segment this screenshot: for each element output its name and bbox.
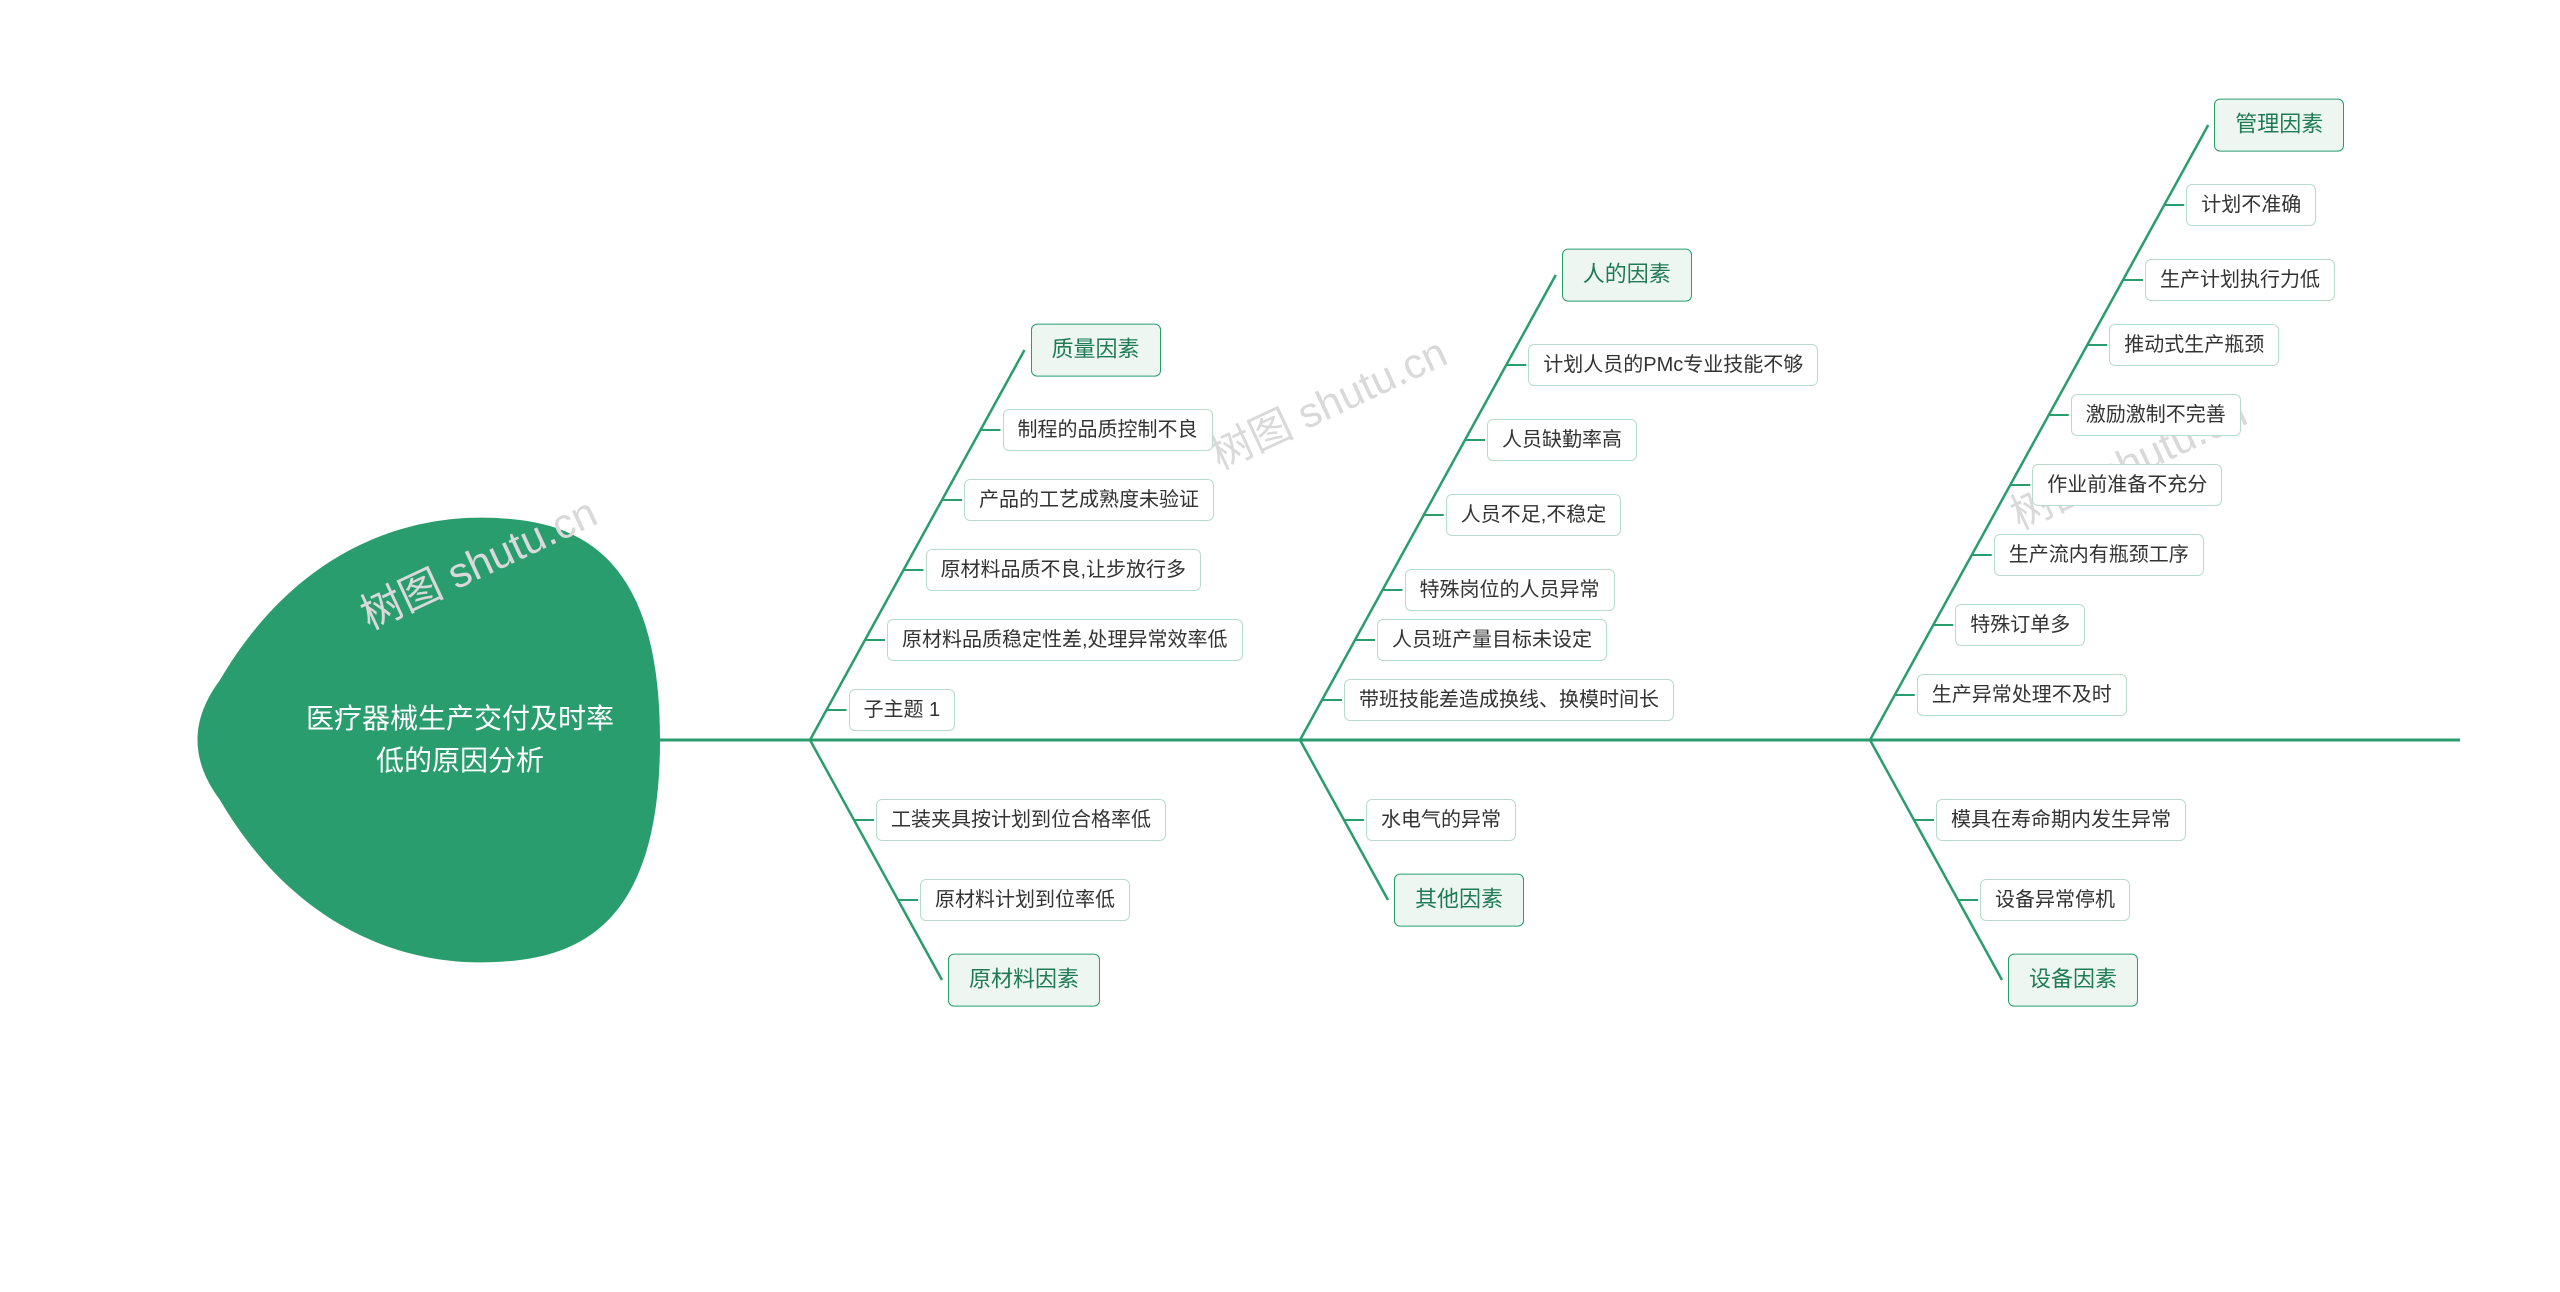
leaf-mgmt-1[interactable]: 生产计划执行力低 bbox=[2145, 259, 2335, 301]
category-people[interactable]: 人的因素 bbox=[1562, 249, 1692, 302]
leaf-quality-1[interactable]: 产品的工艺成熟度未验证 bbox=[964, 479, 1214, 521]
leaf-equip-0[interactable]: 模具在寿命期内发生异常 bbox=[1936, 799, 2186, 841]
bone-line-quality bbox=[810, 350, 1025, 740]
leaf-quality-2[interactable]: 原材料品质不良,让步放行多 bbox=[926, 549, 1202, 591]
head-line2: 低的原因分析 bbox=[376, 745, 544, 776]
leaf-rawmat-0[interactable]: 工装夹具按计划到位合格率低 bbox=[876, 799, 1166, 841]
leaf-mgmt-0[interactable]: 计划不准确 bbox=[2186, 184, 2316, 226]
leaf-mgmt-5[interactable]: 生产流内有瓶颈工序 bbox=[1994, 534, 2204, 576]
leaf-other-0[interactable]: 水电气的异常 bbox=[1366, 799, 1516, 841]
leaf-equip-1[interactable]: 设备异常停机 bbox=[1980, 879, 2130, 921]
leaf-quality-3[interactable]: 原材料品质稳定性差,处理异常效率低 bbox=[887, 619, 1243, 661]
category-quality[interactable]: 质量因素 bbox=[1031, 324, 1161, 377]
leaf-mgmt-2[interactable]: 推动式生产瓶颈 bbox=[2109, 324, 2279, 366]
category-rawmat[interactable]: 原材料因素 bbox=[948, 954, 1100, 1007]
leaf-people-2[interactable]: 人员不足,不稳定 bbox=[1446, 494, 1622, 536]
fish-head-label: 医疗器械生产交付及时率低的原因分析 bbox=[280, 698, 640, 782]
leaf-mgmt-6[interactable]: 特殊订单多 bbox=[1955, 604, 2085, 646]
leaf-people-1[interactable]: 人员缺勤率高 bbox=[1487, 419, 1637, 461]
leaf-people-3[interactable]: 特殊岗位的人员异常 bbox=[1405, 569, 1615, 611]
head-line1: 医疗器械生产交付及时率 bbox=[306, 703, 614, 734]
fishbone-svg bbox=[0, 0, 2560, 1292]
leaf-quality-4[interactable]: 子主题 1 bbox=[849, 689, 956, 731]
leaf-people-4[interactable]: 人员班产量目标未设定 bbox=[1377, 619, 1607, 661]
leaf-people-0[interactable]: 计划人员的PMc专业技能不够 bbox=[1528, 344, 1818, 386]
category-equip[interactable]: 设备因素 bbox=[2008, 954, 2138, 1007]
leaf-mgmt-3[interactable]: 激励激制不完善 bbox=[2071, 394, 2241, 436]
leaf-mgmt-4[interactable]: 作业前准备不充分 bbox=[2032, 464, 2222, 506]
category-mgmt[interactable]: 管理因素 bbox=[2214, 99, 2344, 152]
bone-line-rawmat bbox=[810, 740, 942, 980]
bone-line-equip bbox=[1870, 740, 2002, 980]
leaf-people-5[interactable]: 带班技能差造成换线、换模时间长 bbox=[1344, 679, 1674, 721]
leaf-mgmt-7[interactable]: 生产异常处理不及时 bbox=[1917, 674, 2127, 716]
leaf-rawmat-1[interactable]: 原材料计划到位率低 bbox=[920, 879, 1130, 921]
leaf-quality-0[interactable]: 制程的品质控制不良 bbox=[1003, 409, 1213, 451]
category-other[interactable]: 其他因素 bbox=[1394, 874, 1524, 927]
